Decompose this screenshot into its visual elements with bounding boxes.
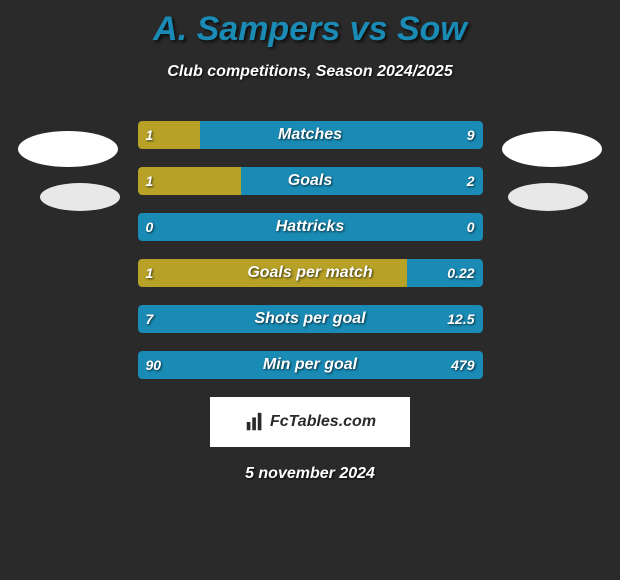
brand-box: FcTables.com [210,397,410,447]
stat-label: Shots per goal [138,305,483,333]
comparison-chart: 19Matches 12Goals 00Hattricks 10.22Goals pe… [10,121,610,379]
stat-row: 19Matches [138,121,483,149]
stat-label: Matches [138,121,483,149]
player-flag-right [508,183,588,211]
page-title: A. Sampers vs Sow [0,0,620,49]
brand-chart-icon [244,411,266,433]
subtitle: Club competitions, Season 2024/2025 [0,49,620,81]
stat-row: 10.22Goals per match [138,259,483,287]
bar-list: 19Matches 12Goals 00Hattricks 10.22Goals pe… [138,121,483,379]
stat-label: Hattricks [138,213,483,241]
stat-label: Goals per match [138,259,483,287]
player-avatar-left [18,131,118,167]
player-avatar-right [502,131,602,167]
brand-text: FcTables.com [270,413,376,431]
stat-row: 00Hattricks [138,213,483,241]
date-line: 5 november 2024 [0,447,620,483]
stat-row: 90479Min per goal [138,351,483,379]
stat-row: 12Goals [138,167,483,195]
player-flag-left [40,183,120,211]
stat-row: 712.5Shots per goal [138,305,483,333]
stat-label: Min per goal [138,351,483,379]
stat-label: Goals [138,167,483,195]
